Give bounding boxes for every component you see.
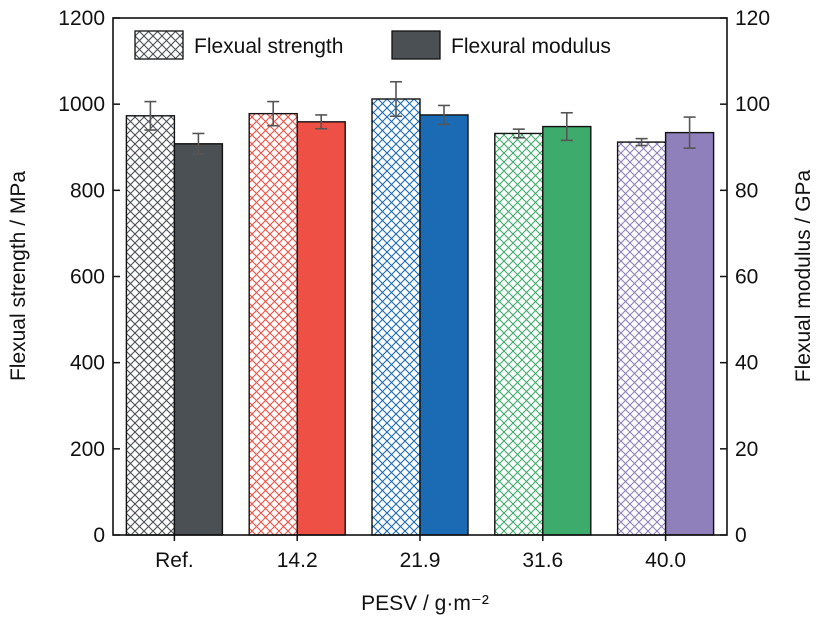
bar-flexual-strength [125, 115, 176, 536]
y-axis-title-right: Flexual modulus / GPa [792, 169, 815, 382]
bar-flexual-strength [494, 132, 544, 536]
error-bar-flexural-modulus [438, 104, 450, 126]
error-bar-flexual-strength [390, 80, 402, 118]
error-bar-flexural-modulus [560, 111, 573, 142]
error-bar-flexual-strength [144, 100, 157, 131]
y-tick-label-right: 0 [735, 524, 747, 547]
x-axis-title: PESV / g·m⁻² [361, 592, 489, 615]
error-bar-flexural-modulus [683, 116, 696, 149]
legend: Flexual strength Flexural modulus [134, 30, 611, 60]
legend-label-flexual-strength: Flexual strength [194, 35, 343, 58]
y-tick-label-right: 100 [735, 93, 770, 116]
y-tick-label-left: 200 [70, 438, 105, 461]
y-tick-label-left: 0 [93, 524, 105, 547]
bar-flexural-modulus [419, 114, 469, 536]
x-tick-label: 14.2 [277, 549, 318, 572]
y-tick-label-right: 80 [735, 179, 758, 202]
legend-swatch-flexural-modulus [391, 30, 441, 60]
axes-layer: Ref. 14.2 21.9 31.6 40.002004006008001000120… [58, 7, 770, 572]
y-axis-title-left: Flexual strength / MPa [7, 171, 30, 381]
y-tick-label-left: 600 [70, 266, 105, 289]
bar-flexual-strength [616, 141, 667, 536]
error-bars-layer [144, 80, 696, 155]
error-bar-flexual-strength [267, 100, 280, 127]
y-tick-label-left: 1000 [58, 93, 105, 116]
y-tick-label-right: 20 [735, 438, 758, 461]
x-tick-label: Ref. [155, 549, 194, 572]
y-tick-label-left: 400 [70, 352, 105, 375]
error-bar-flexural-modulus [315, 114, 328, 130]
y-tick-label-left: 1200 [58, 7, 105, 30]
y-tick-label-left: 800 [70, 179, 105, 202]
y-tick-label-right: 120 [735, 7, 770, 30]
x-tick-label: 31.6 [522, 549, 563, 572]
bar-flexural-modulus [173, 143, 224, 536]
bars-layer [125, 98, 715, 536]
error-bar-flexual-strength [635, 137, 648, 147]
bar-flexual-strength [248, 112, 298, 536]
legend-label-flexural-modulus: Flexural modulus [451, 35, 611, 58]
legend-swatch-flexual-strength [134, 30, 184, 60]
error-bar-flexual-strength [512, 128, 525, 139]
bar-flexural-modulus [664, 131, 715, 536]
bar-flexural-modulus [296, 121, 346, 536]
y-tick-label-right: 60 [735, 266, 758, 289]
error-bar-flexural-modulus [192, 132, 205, 155]
x-tick-label: 21.9 [400, 549, 441, 572]
bar-flexual-strength [371, 98, 421, 536]
bar-flexural-modulus [542, 125, 592, 536]
x-tick-label: 40.0 [645, 549, 686, 572]
y-tick-label-right: 40 [735, 352, 758, 375]
